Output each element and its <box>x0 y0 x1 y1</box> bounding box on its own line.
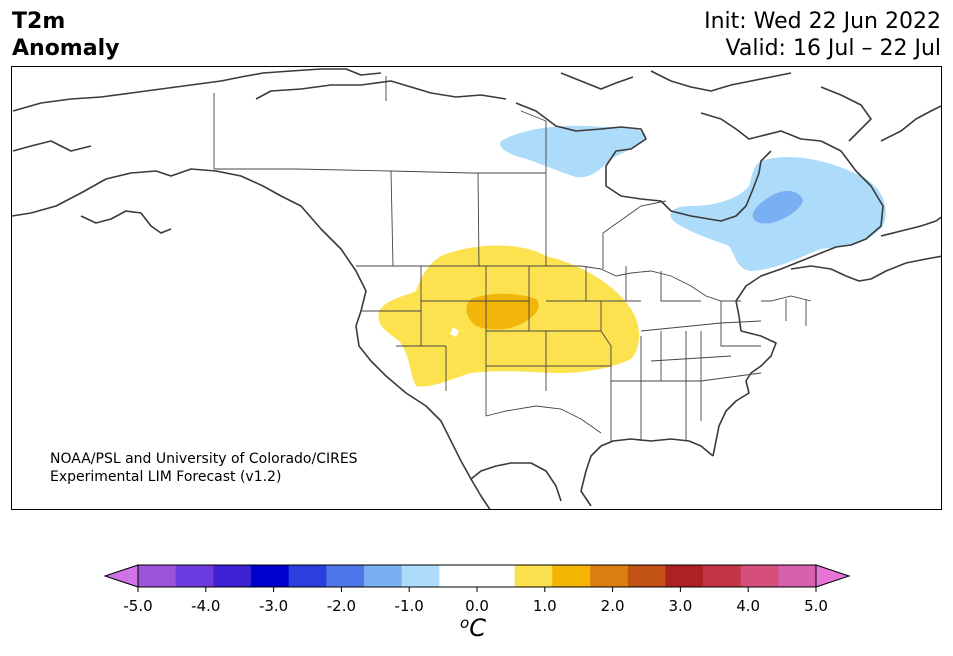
colorbar-segment <box>665 565 704 587</box>
colorbar-segment <box>778 565 817 587</box>
colorbar-tick-label: 4.0 <box>736 597 761 615</box>
colorbar-tick-label: 0.0 <box>465 597 489 615</box>
colorbar-segment <box>740 565 779 587</box>
unit-letter: C <box>469 614 486 642</box>
credit-line-2: Experimental LIM Forecast (v1.2) <box>50 469 282 485</box>
colorbar-segment <box>138 565 177 587</box>
colorbar-segment <box>288 565 327 587</box>
warm-anomaly-core <box>466 293 539 330</box>
coastlines <box>12 68 941 509</box>
colorbar-segment <box>251 565 290 587</box>
credit-line-1: NOAA/PSL and University of Colorado/CIRE… <box>50 451 358 467</box>
colorbar-max-extend <box>815 564 851 588</box>
colorbar-tick-label: 3.0 <box>668 597 693 615</box>
colorbar-segment <box>175 565 214 587</box>
warm-anomaly-region <box>378 245 640 387</box>
colorbar-tick-label: -4.0 <box>191 597 221 615</box>
colorbar-segment <box>552 565 591 587</box>
cool-anomaly-region <box>500 125 886 271</box>
cool-anomaly-hudson <box>500 125 646 178</box>
north-america-map <box>12 68 941 509</box>
anomaly-label: Anomaly <box>12 36 120 61</box>
boundaries <box>213 76 812 441</box>
colorbar-segment <box>477 565 516 587</box>
map-title: T2m Anomaly <box>12 8 119 62</box>
colorbar-segment <box>703 565 742 587</box>
cool-anomaly-core <box>752 190 803 224</box>
forecast-dates: Init: Wed 22 Jun 2022 Valid: 16 Jul – 22… <box>704 8 941 62</box>
colorbar-segment <box>514 565 553 587</box>
colorbar-segment <box>627 565 666 587</box>
map-panel: NOAA/PSL and University of Colorado/CIRE… <box>11 66 942 510</box>
colorbar-tick-label: 2.0 <box>600 597 625 615</box>
init-date: Init: Wed 22 Jun 2022 <box>704 9 941 34</box>
colorbar-unit: oC <box>460 614 486 642</box>
colorbar-segment <box>213 565 252 587</box>
colorbar-min-extend <box>103 564 139 588</box>
colorbar-segment <box>326 565 365 587</box>
colorbar-segment <box>439 565 478 587</box>
colorbar-tick-label: -5.0 <box>123 597 153 615</box>
variable-label: T2m <box>12 9 66 34</box>
colorbar-tick-label: -3.0 <box>258 597 289 615</box>
colorbar-segment <box>590 565 629 587</box>
colorbar-tick-label: 5.0 <box>804 597 828 615</box>
colorbar-tick-label: -2.0 <box>326 597 357 615</box>
valid-range: Valid: 16 Jul – 22 Jul <box>725 36 941 61</box>
data-credit: NOAA/PSL and University of Colorado/CIRE… <box>50 450 358 486</box>
colorbar-segment <box>364 565 403 587</box>
unit-degree: o <box>460 614 470 632</box>
colorbar-tick-label: -1.0 <box>394 597 424 615</box>
colorbar-tick-label: 1.0 <box>532 597 557 615</box>
colorbar-segment <box>401 565 440 587</box>
